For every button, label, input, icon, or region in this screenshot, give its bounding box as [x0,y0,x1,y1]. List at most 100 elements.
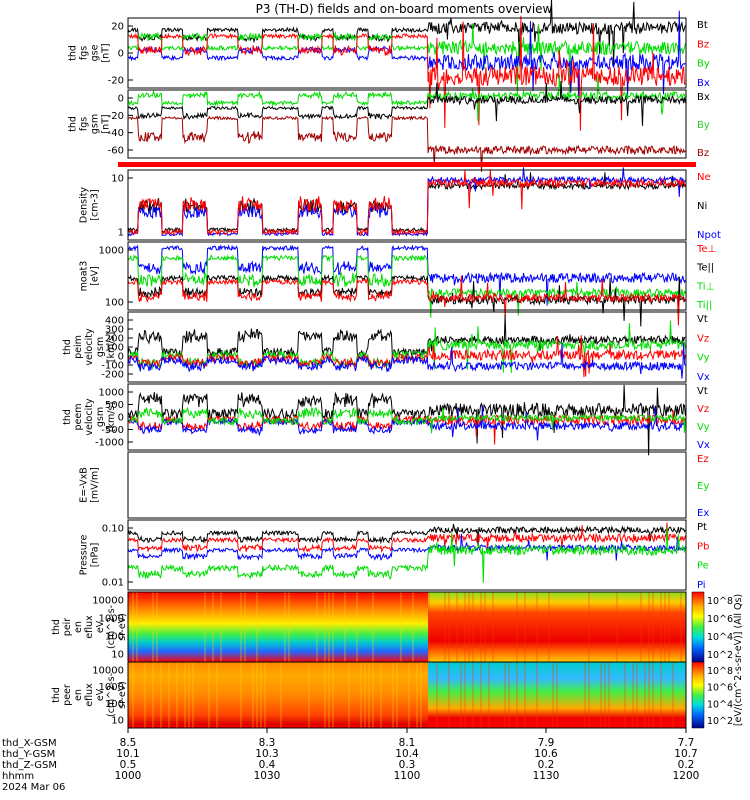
panel-ytick: 400 [105,316,124,327]
panel-ytick: 10 [111,174,124,185]
spectrogram-stripe [472,662,474,728]
panel-ylabel: eV [95,620,106,633]
panel-frame [127,311,687,383]
spectrogram-stripe [328,662,330,728]
panel-ylabel: peem [73,404,84,431]
series-line-red [127,275,686,326]
spectrogram-stripe [524,662,526,728]
spectrogram-stripe [240,592,242,662]
panel-ylabel: gse [90,44,101,61]
spectrogram-stripe [364,662,366,728]
panel-ylabel: [mV/m] [90,467,101,503]
spectrogram-stripe [428,592,430,662]
xaxis-tick-label: 10.4 [395,748,419,760]
panel-ylabel: thd [68,116,79,132]
xaxis-row-name: hhmm [2,771,34,782]
panel-ylabel: thd [51,619,62,635]
panel-frame [127,451,687,519]
panel-ytick: 10000 [92,596,124,607]
spectrogram-stripe [604,662,606,728]
panel-ylabel: gsm [90,114,101,134]
spectrogram-stripe [356,592,358,662]
spectrogram-stripe [132,662,134,728]
panel-ytick: 0 [118,352,124,363]
spectrogram-stripe [548,592,550,662]
spectrogram-stripe [176,662,178,728]
spectrogram-stripe [608,662,610,728]
spectrogram-stripe [516,592,518,662]
panel-ytick: 500 [105,400,124,411]
spectrogram-stripe [372,662,374,728]
xaxis-tick-label: 0.2 [678,759,695,771]
panel-ytick: 1000 [99,682,124,693]
spectrogram-stripe [144,662,146,728]
xaxis-tick-label: 8.1 [399,737,416,749]
spectrogram-stripe [152,662,154,728]
xaxis-tick-label: 1100 [394,770,421,782]
panel-ylabel: [eV] [90,266,101,286]
spectrogram-stripe [324,662,326,728]
xaxis-tick-label: 1200 [673,770,700,782]
spectrogram-stripe [632,662,634,728]
spectrogram-stripe [264,662,266,728]
spectrogram-stripe [552,662,554,728]
xaxis-row-name: thd_Z-GSM [2,760,57,771]
spectrogram-stripe [508,662,510,728]
legend-Ne-label: Ne [697,172,711,183]
legend-Vy-label: Vy [697,353,710,364]
spectrogram-stripe [480,662,482,728]
legend-Vz-label: Vz [697,333,709,344]
panel-ytick: 100 [105,699,124,710]
spectrogram-stripe [288,592,290,662]
spectrogram-stripe [600,662,602,728]
spectrogram-stripe [256,592,258,662]
panel-ytick: 0.01 [102,578,124,589]
spectrogram-stripe [416,662,418,728]
xaxis-tick-label: 0.3 [399,759,416,771]
panel-ytick: 1 [118,228,124,239]
spectrogram-stripe [660,592,662,662]
xaxis-tick-label: 0.4 [259,759,276,771]
spectrogram-stripe [392,662,394,728]
spectrogram-stripe [652,662,654,728]
colorbar-label: [eV/(cm^2-s-sr-eV)] (All Qs) [733,594,744,726]
series-line-blue [127,244,686,306]
panel-ylabel: peer [62,684,73,706]
spectrogram-stripe [188,662,190,728]
panel-ytick: 1000 [99,388,124,399]
spectrogram-stripe [584,662,586,728]
panel-ylabel: [cm-3] [90,189,101,220]
spectrogram-stripe [396,662,398,728]
panel-ytick: 200 [105,334,124,345]
legend-Ni-label: Ni [697,201,707,212]
spectrogram-stripe [252,662,254,728]
series-line-green [127,254,686,318]
spectrogram-stripe [168,662,170,728]
series-line-black [127,0,686,66]
panel-ylabel: [nPa] [90,543,101,568]
legend-Ex-label: Ex [697,508,709,519]
panel-ylabel: (cm^2-s- [106,605,117,649]
legend-Npot-label: Npot [697,230,721,241]
spectrogram-stripe [208,662,210,728]
panel-ylabel: [nT] [101,43,112,62]
panel-ylabel: [km/s] [106,402,117,432]
spectrogram-stripe [436,662,438,728]
legend-Ti⊥-label: Ti⊥ [696,281,714,292]
legend-Ey-label: Ey [697,481,709,492]
spectrogram-stripe [284,592,286,662]
spectrogram-stripe [160,662,162,728]
spectrogram-stripe [220,592,222,662]
spectrogram-stripe [680,592,682,662]
spectrogram-stripe [244,592,246,662]
panel-ytick: 0 [118,94,124,105]
spectrogram-stripe [556,662,558,728]
legend-Bx-label: Bx [697,92,710,103]
colorbar-tick: 10^4 [707,699,733,710]
spectrogram-stripe [640,592,642,662]
spectrogram-stripe [280,662,282,728]
legend-By-label: By [697,120,710,131]
colorbar-strip [691,661,705,729]
